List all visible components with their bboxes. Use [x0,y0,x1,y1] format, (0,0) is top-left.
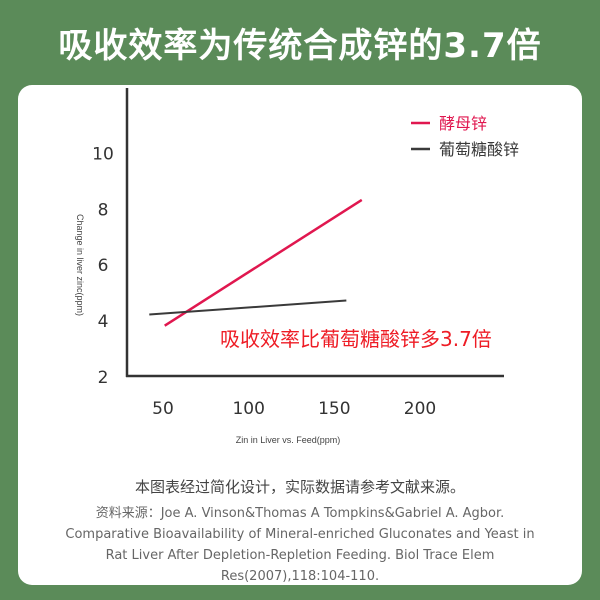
legend-label-zinc-gluconate: 葡萄糖酸锌 [439,140,519,159]
y-axis-label: Change in liver zinc(ppm) [75,214,85,316]
chart-card [18,85,582,585]
chart-annotation: 吸收效率比葡萄糖酸锌多3.7倍 [220,327,492,351]
series-line-yeast-zinc [164,198,363,327]
source-citation: 资料来源：Joe A. Vinson&Thomas A Tompkins&Gab… [65,506,535,584]
legend: 酵母锌 葡萄糖酸锌 [411,114,519,159]
page-title: 吸收效率为传统合成锌的3.7倍 [58,26,542,66]
x-tick-label: 50 [152,399,174,419]
x-tick-label: 200 [404,399,436,419]
y-tick-label: 6 [98,256,109,276]
y-tick-label: 8 [98,200,109,220]
x-tick-label: 150 [318,399,350,419]
y-tick-label: 10 [92,144,114,164]
disclaimer-note: 本图表经过简化设计，实际数据请参考文献来源。 [134,478,465,496]
y-tick-label: 4 [98,312,109,332]
legend-label-yeast-zinc: 酵母锌 [439,114,487,133]
y-tick-label: 2 [98,368,109,388]
x-tick-label: 100 [232,399,264,419]
x-axis-label: Zin in Liver vs. Feed(ppm) [236,435,341,445]
series-line-zinc-gluconate [149,299,347,316]
